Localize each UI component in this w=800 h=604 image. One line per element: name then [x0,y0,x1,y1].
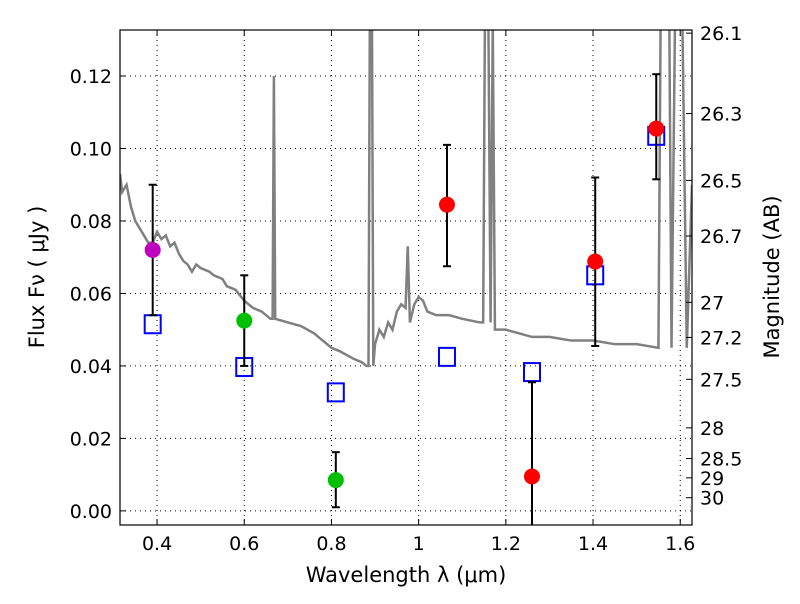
x-tick-label: 1.4 [578,533,608,555]
x-tick-label: 0.4 [142,533,172,555]
right-tick-label: 26.7 [700,226,742,248]
y-tick-label: 0.00 [70,501,112,523]
right-tick-label: 28.5 [700,448,742,470]
data-point-red [523,468,540,485]
right-tick-label: 26.3 [700,104,742,126]
plot-frame [119,29,693,526]
right-tick-label: 26.5 [700,170,742,192]
axis-ticks: 0.4 0.6 0.8 1 1.2 1.4 1.6 0.00 0.02 0.04 0.06 0.08 0… [70,23,743,555]
data-point-green [236,312,253,329]
right-axis-label: Magnitude (AB) [760,195,784,358]
y-tick-label: 0.04 [70,356,112,378]
right-tick-label: 27.2 [700,327,742,349]
y-tick-label: 0.08 [70,211,112,233]
right-tick-label: 27.5 [700,369,742,391]
right-tick-label: 30 [700,488,724,510]
x-tick-label: 1.2 [491,533,521,555]
x-tick-label: 0.6 [229,533,259,555]
data-point-red [648,120,665,137]
data-point-purple [144,241,161,258]
right-tick-label: 26.1 [700,23,742,45]
data-point-green [327,472,344,489]
x-tick-label: 0.8 [316,533,346,555]
spectrum-line [120,30,692,368]
right-tick-label: 28 [700,418,724,440]
model-square [522,362,541,383]
x-tick-label: 1.6 [665,533,695,555]
x-axis-label: Wavelength λ (μm) [306,563,507,587]
right-tick-label: 29 [700,468,724,490]
model-square [437,346,456,367]
right-tick-label: 27 [700,292,724,314]
y-tick-label: 0.06 [70,283,112,305]
x-tick-label: 1 [413,533,425,555]
model-square [326,382,345,403]
model-square [143,314,162,335]
data-point-red [587,253,604,270]
data-point-red [438,196,455,213]
y-tick-label: 0.02 [70,428,112,450]
y-tick-label: 0.10 [70,138,112,160]
y-axis-label: Flux Fν ( μJy ) [25,206,49,349]
y-tick-label: 0.12 [70,66,112,88]
